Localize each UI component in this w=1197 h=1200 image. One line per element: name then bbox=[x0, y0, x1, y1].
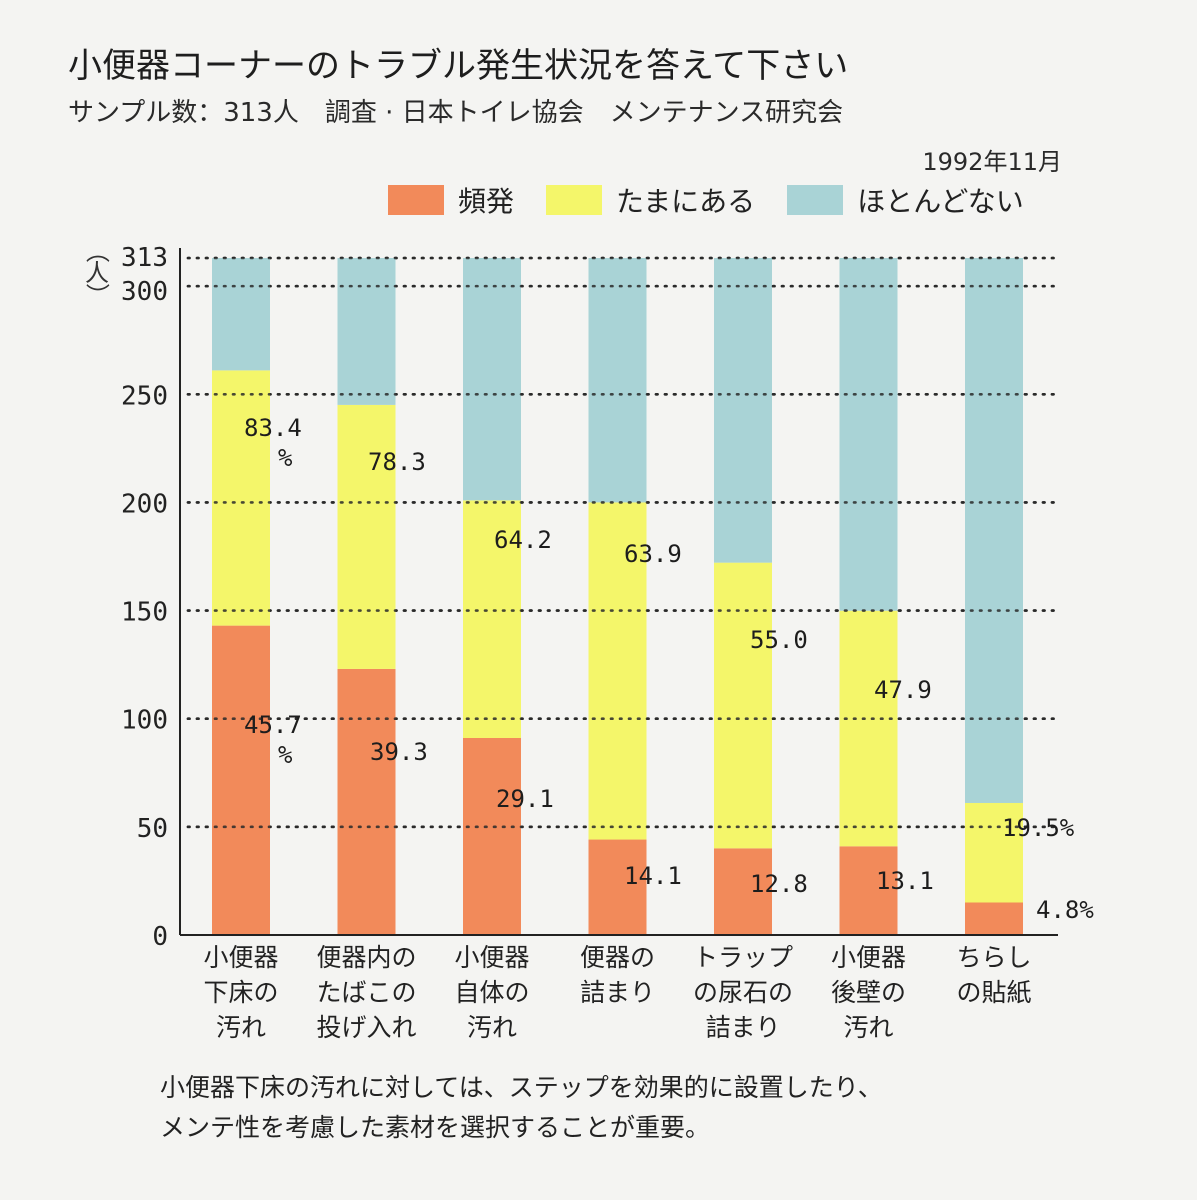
legend-item-frequent: 頻発 bbox=[388, 180, 514, 220]
label-frequent-2: 29.1 bbox=[496, 785, 554, 813]
bar-segment-2-0 bbox=[463, 737, 521, 935]
y-tick-250: 250 bbox=[121, 381, 168, 411]
label-cumulative-0-line-0: 83.4 bbox=[244, 414, 302, 442]
label-cumulative-6: 19.5% bbox=[1002, 814, 1075, 842]
x-label-5: 小便器 後壁の 汚れ bbox=[799, 940, 939, 1045]
x-label-4: トラップの尿石の詰まり bbox=[673, 940, 813, 1045]
y-tick-labels: 0 50 100 150 200 250 300 313 bbox=[121, 243, 168, 952]
bar-segment-0-2 bbox=[212, 258, 270, 371]
legend-swatch-frequent bbox=[388, 185, 444, 215]
bar-segment-4-1 bbox=[714, 562, 772, 849]
x-label-0: 小便器 下床の 汚れ bbox=[171, 940, 311, 1045]
y-unit-label: 人 bbox=[85, 259, 109, 287]
bar-segment-1-1 bbox=[337, 404, 396, 669]
x-label-5-line-0: 小便器 bbox=[830, 943, 906, 972]
x-label-1-line-1: たばこの bbox=[316, 978, 417, 1007]
caption: 小便器下床の汚れに対しては、ステップを効果的に設置したり、 メンテ性を考慮した素… bbox=[160, 1068, 883, 1148]
x-label-2-line-2: 汚れ bbox=[466, 1013, 517, 1042]
label-cumulative-0-line-1: % bbox=[278, 444, 293, 472]
bar-segment-5-0 bbox=[839, 846, 898, 935]
y-tick-300: 300 bbox=[121, 277, 168, 307]
y-tick-100: 100 bbox=[121, 706, 168, 736]
x-label-6-line-0: ちらし bbox=[956, 943, 1032, 972]
chart-subtitle: サンプル数：313人 調査 · 日本トイレ協会 メンテナンス研究会 bbox=[68, 98, 844, 128]
bar-segment-6-1 bbox=[965, 802, 1023, 903]
x-label-3: 便器の 詰まり bbox=[548, 940, 688, 1010]
x-label-0-line-2: 汚れ bbox=[215, 1013, 266, 1042]
label-cumulative-4: 55.0 bbox=[750, 626, 808, 654]
bar-segment-6-2 bbox=[965, 258, 1023, 803]
x-label-1-line-0: 便器内の bbox=[316, 943, 417, 972]
x-label-6-line-1: の貼紙 bbox=[956, 978, 1032, 1007]
bar-segment-6-0 bbox=[965, 902, 1023, 935]
label-frequent-6: 4.8% bbox=[1036, 896, 1094, 924]
label-frequent-1: 39.3 bbox=[370, 738, 428, 766]
legend-swatch-sometimes bbox=[546, 185, 603, 215]
bar-segment-3-0 bbox=[588, 839, 647, 935]
x-label-2-line-0: 小便器 bbox=[454, 943, 530, 972]
x-label-6: ちらし の貼紙 bbox=[924, 940, 1064, 1010]
x-label-3-line-1: 詰まり bbox=[579, 978, 655, 1007]
y-tick-150: 150 bbox=[121, 598, 168, 628]
bar-segment-0-0 bbox=[212, 625, 270, 935]
legend-item-sometimes: たまにある bbox=[546, 180, 755, 220]
bar-segment-1-2 bbox=[337, 258, 396, 405]
label-frequent-0-line-0: 45.7 bbox=[244, 711, 302, 739]
value-labels: 45.7% 39.3 29.1 14.1 12.8 13.1 4.8% 83.4% 78.3 64… bbox=[244, 414, 1094, 924]
bar-segment-4-2 bbox=[714, 258, 772, 563]
y-tick-50: 50 bbox=[137, 814, 168, 844]
x-label-3-line-0: 便器の bbox=[579, 943, 655, 972]
legend-label-rarely: ほとんどない bbox=[857, 185, 1024, 218]
label-frequent-4: 12.8 bbox=[750, 870, 808, 898]
label-cumulative-3: 63.9 bbox=[624, 540, 682, 568]
bar-segment-5-1 bbox=[839, 610, 898, 847]
label-frequent-3: 14.1 bbox=[624, 862, 682, 890]
chart-title: 小便器コーナーのトラブル発生状況を答えて下さい bbox=[68, 46, 849, 86]
x-label-0-line-1: 下床の bbox=[203, 978, 279, 1007]
x-label-2: 小便器 自体の 汚れ bbox=[422, 940, 562, 1045]
legend: 頻発 たまにある ほとんどない bbox=[388, 180, 1024, 220]
x-label-2-line-1: 自体の bbox=[454, 978, 530, 1007]
caption-line-1: 小便器下床の汚れに対しては、ステップを効果的に設置したり、 bbox=[160, 1073, 883, 1102]
axes bbox=[179, 248, 1058, 936]
bar-segment-3-1 bbox=[588, 502, 647, 840]
survey-date: 1992年11月 bbox=[922, 148, 1062, 176]
y-tick-200: 200 bbox=[121, 489, 168, 519]
label-frequent-5: 13.1 bbox=[876, 867, 934, 895]
x-label-5-line-1: 後壁の bbox=[830, 978, 906, 1007]
legend-swatch-rarely bbox=[787, 185, 844, 215]
x-label-5-line-2: 汚れ bbox=[843, 1013, 894, 1042]
label-frequent-0-line-1: % bbox=[278, 741, 293, 769]
bar-segment-1-0 bbox=[337, 668, 396, 935]
y-tick-313: 313 bbox=[121, 243, 168, 273]
bar-segment-4-0 bbox=[714, 848, 772, 935]
bar-segment-3-2 bbox=[588, 258, 647, 503]
caption-line-2: メンテ性を考慮した素材を選択することが重要。 bbox=[160, 1113, 711, 1142]
label-cumulative-2: 64.2 bbox=[494, 526, 552, 554]
x-label-4-line-0: トラップ bbox=[692, 943, 793, 972]
x-label-1: 便器内のたばこの投げ入れ bbox=[297, 940, 437, 1045]
label-cumulative-1: 78.3 bbox=[368, 448, 426, 476]
y-tick-0: 0 bbox=[152, 922, 168, 952]
y-axis-unit: （ 人 ） bbox=[82, 239, 112, 307]
bar-segment-2-2 bbox=[463, 258, 521, 501]
x-label-0-line-0: 小便器 bbox=[203, 943, 279, 972]
x-label-4-line-2: 詰まり bbox=[705, 1013, 781, 1042]
legend-item-rarely: ほとんどない bbox=[787, 180, 1024, 220]
bars bbox=[186, 256, 1062, 935]
legend-label-sometimes: たまにある bbox=[616, 185, 756, 218]
bar-segment-5-2 bbox=[839, 258, 898, 611]
x-label-1-line-2: 投げ入れ bbox=[316, 1013, 417, 1042]
legend-label-frequent: 頻発 bbox=[458, 185, 515, 218]
bar-segment-0-1 bbox=[212, 370, 270, 626]
bar-segment-2-1 bbox=[463, 500, 521, 738]
x-label-4-line-1: の尿石の bbox=[692, 978, 793, 1007]
label-cumulative-5: 47.9 bbox=[874, 676, 932, 704]
